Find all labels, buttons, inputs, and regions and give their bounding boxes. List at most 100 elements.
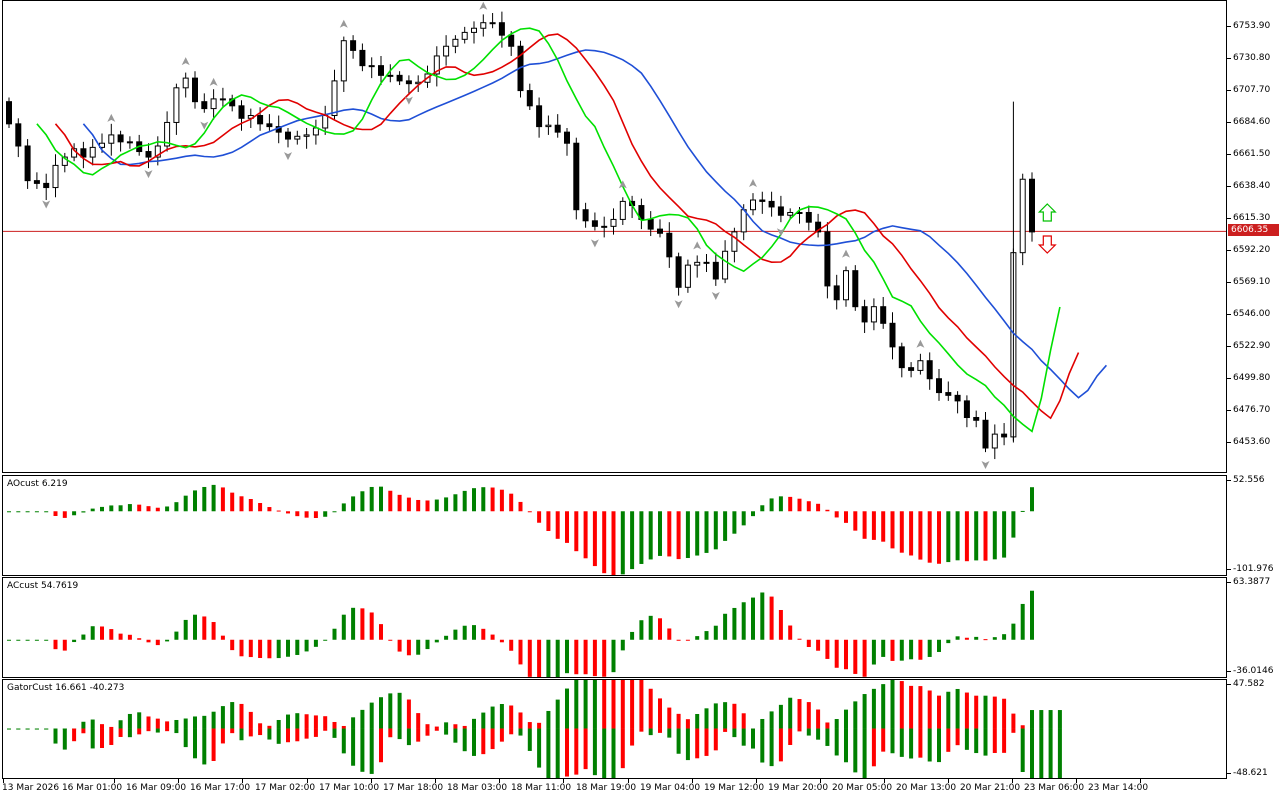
candle-body	[545, 124, 552, 128]
histogram-bar	[258, 639, 263, 658]
fractal-down-icon	[590, 239, 599, 248]
gator-min-label: -48.621	[1233, 768, 1268, 778]
gator-upper-bar	[565, 688, 569, 729]
gator-upper-bar	[611, 680, 616, 729]
histogram-bar	[118, 633, 123, 640]
current-price-badge: 6606.35	[1228, 224, 1279, 237]
candle-body	[219, 98, 226, 101]
histogram-bar	[25, 639, 30, 641]
histogram-bar	[704, 631, 709, 640]
ma-mid-line	[54, 33, 1080, 420]
main-chart-pane[interactable]	[2, 0, 1227, 473]
candle-body	[52, 164, 59, 189]
ao-pane[interactable]: AOcust 6.219	[2, 475, 1227, 576]
gator-upper-bar	[369, 702, 374, 729]
histogram-bar	[918, 639, 923, 660]
gator-lower-bar	[890, 728, 895, 754]
histogram-bar	[583, 639, 588, 675]
histogram-bar	[276, 510, 281, 512]
histogram-bar	[639, 620, 644, 640]
histogram-bar	[871, 511, 876, 540]
gator-upper-bar	[918, 686, 923, 729]
gator-lower-bar	[769, 728, 774, 767]
histogram-bar	[806, 501, 811, 512]
candle-body	[405, 80, 412, 85]
price-tick-mark	[1227, 314, 1231, 315]
time-tick-label: 19 Mar 20:00	[767, 783, 829, 793]
gator-lower-bar	[565, 728, 569, 777]
ac-max-label: 63.3877	[1233, 577, 1271, 587]
gator-upper-bar	[648, 688, 653, 729]
gator-upper-bar	[658, 698, 662, 729]
candle-body	[257, 115, 264, 125]
price-tick-label: 6546.00	[1233, 309, 1271, 319]
gator-lower-bar	[778, 728, 783, 762]
gator-lower-bar	[323, 728, 328, 731]
histogram-bar	[816, 503, 821, 512]
histogram-bar	[351, 607, 356, 640]
histogram-bar	[25, 511, 30, 513]
histogram-bar	[890, 639, 895, 661]
gator-pane[interactable]: GatorCust 16.661 -40.273	[2, 679, 1227, 779]
histogram-bar	[444, 635, 449, 640]
histogram-bar	[537, 511, 542, 523]
time-tick-label: 17 Mar 02:00	[254, 783, 316, 793]
fractal-down-icon	[776, 228, 785, 237]
gator-lower-bar	[267, 728, 272, 740]
candle-body	[294, 135, 301, 140]
ac-histogram	[7, 590, 1034, 677]
time-tick-mark	[1140, 779, 1141, 783]
candle-body	[973, 417, 980, 421]
time-tick-mark	[948, 779, 949, 783]
gator-upper-bar	[1030, 710, 1034, 729]
histogram-bar	[295, 511, 300, 517]
gator-lower-bar	[751, 728, 755, 749]
histogram-bar	[565, 511, 569, 543]
time-tick-mark	[499, 779, 500, 783]
histogram-bar	[927, 639, 932, 657]
histogram-bar	[211, 484, 216, 512]
histogram-bar	[797, 638, 802, 640]
histogram-bar	[1030, 590, 1034, 640]
gator-max-label: 47.582	[1233, 679, 1265, 689]
candle-body	[266, 123, 273, 128]
histogram-bar	[927, 511, 932, 563]
gator-upper-bar	[1048, 710, 1053, 729]
gator-upper-bar	[583, 680, 588, 729]
price-tick-mark	[1227, 58, 1231, 59]
candle-body	[582, 209, 589, 222]
histogram-bar	[583, 511, 588, 559]
histogram-bar	[183, 619, 188, 640]
candle-body	[378, 65, 384, 76]
price-tick-label: 6592.20	[1233, 245, 1271, 255]
candle-body	[461, 31, 468, 40]
gator-upper-bar	[174, 719, 179, 729]
ac-pane[interactable]: ACcust 54.7619	[2, 577, 1227, 678]
gator-upper-bar	[155, 718, 160, 729]
candle-body	[991, 433, 998, 449]
gator-lower-bar	[220, 728, 225, 744]
candle-body	[33, 180, 40, 184]
price-tick-mark	[1227, 346, 1231, 347]
candle-body	[647, 218, 654, 230]
candle-body	[861, 306, 868, 323]
histogram-bar	[937, 511, 941, 564]
gator-upper-bar	[239, 703, 244, 729]
gator-lower-bar	[462, 728, 467, 752]
gator-upper-bar	[732, 703, 737, 729]
gator-lower-bar	[416, 728, 421, 742]
histogram-bar	[1020, 603, 1025, 640]
time-tick-mark	[563, 779, 564, 783]
gator-upper-bar	[81, 721, 86, 729]
fractal-up-icon	[749, 179, 757, 188]
gator-upper-bar	[146, 716, 151, 729]
histogram-bar	[602, 511, 607, 574]
gator-lower-bar	[360, 728, 365, 772]
price-tick-mark	[1227, 90, 1231, 91]
candle-body	[443, 45, 450, 57]
gator-upper-bar	[90, 719, 95, 729]
candle-body	[610, 218, 617, 227]
histogram-bar	[667, 511, 672, 557]
histogram-bar	[183, 495, 188, 512]
gator-lower-bar	[425, 728, 430, 736]
